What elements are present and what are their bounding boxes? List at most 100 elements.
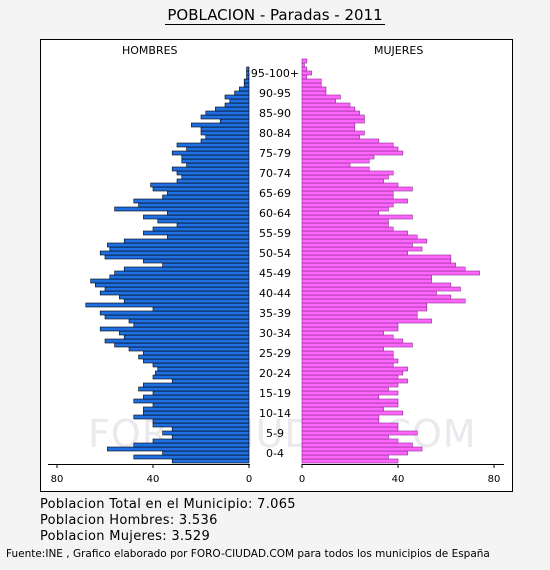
bar-male	[133, 398, 250, 404]
bar-female	[301, 326, 399, 332]
bar-male	[176, 178, 250, 184]
bar-male	[219, 118, 250, 124]
age-group-label: 25-29	[259, 347, 291, 360]
bar-male	[152, 438, 250, 444]
bar-male	[224, 102, 250, 108]
bar-female	[301, 230, 408, 236]
bar-female	[301, 338, 404, 344]
bar-male	[155, 370, 250, 376]
age-group-label: 60-64	[259, 207, 291, 220]
bar-female	[301, 294, 452, 300]
bar-male	[95, 282, 250, 288]
bar-male	[123, 334, 250, 340]
bar-female	[301, 70, 312, 76]
bar-male	[186, 162, 250, 168]
bar-female	[301, 434, 389, 440]
bar-female	[301, 410, 404, 416]
bar-male	[205, 110, 250, 116]
bar-female	[301, 270, 480, 276]
bar-female	[301, 426, 399, 432]
bar-female	[301, 190, 394, 196]
bar-female	[301, 258, 452, 264]
bar-male	[143, 214, 250, 220]
bar-male	[143, 358, 250, 364]
bar-male	[152, 374, 250, 380]
bar-male	[133, 414, 250, 420]
bar-male	[200, 130, 250, 136]
bar-female	[301, 98, 336, 104]
bar-female	[301, 154, 375, 160]
bar-female	[301, 166, 370, 172]
bar-male	[107, 446, 250, 452]
age-group-label: 85-90	[259, 107, 291, 120]
stat-total: Poblacion Total en el Municipio: 7.065	[40, 497, 296, 512]
bar-female	[301, 442, 413, 448]
x-tick-label-right: 40	[392, 474, 405, 485]
bar-female	[301, 126, 356, 132]
bar-female	[301, 174, 389, 180]
bar-female	[301, 118, 365, 124]
bar-male	[119, 294, 250, 300]
bar-female	[301, 238, 428, 244]
bar-male	[200, 126, 250, 132]
bar-male	[152, 226, 250, 232]
bar-male	[99, 326, 250, 332]
age-group-label: 80-84	[259, 127, 291, 140]
bar-female	[301, 82, 322, 88]
bar-female	[301, 106, 356, 112]
bar-male	[99, 250, 250, 256]
bar-female	[301, 306, 428, 312]
bar-male	[143, 382, 250, 388]
bar-male	[171, 458, 250, 464]
bar-male	[171, 166, 250, 172]
bar-female	[301, 398, 399, 404]
bar-female	[301, 430, 418, 436]
bar-male	[181, 158, 250, 164]
bar-female	[301, 310, 418, 316]
bar-female	[301, 454, 389, 460]
bar-male	[162, 194, 250, 200]
bar-female	[301, 406, 384, 412]
age-group-label: 35-39	[259, 307, 291, 320]
x-tick-label-left: 0	[246, 474, 252, 485]
bar-male	[128, 318, 250, 324]
bar-female	[301, 162, 351, 168]
bar-female	[301, 178, 384, 184]
age-group-label: 20-24	[259, 367, 291, 380]
bar-female	[301, 386, 389, 392]
bar-female	[301, 334, 394, 340]
bar-male	[167, 190, 250, 196]
bar-male	[239, 86, 250, 92]
bar-female	[301, 122, 356, 128]
age-group-label: 10-14	[259, 407, 291, 420]
bar-female	[301, 114, 365, 120]
bar-female	[301, 250, 408, 256]
bar-male	[176, 142, 250, 148]
bar-male	[143, 394, 250, 400]
stat-hombres: Poblacion Hombres: 3.536	[40, 513, 218, 528]
age-group-label: 70-74	[259, 167, 291, 180]
bar-female	[301, 78, 322, 84]
bar-male	[114, 342, 250, 348]
bar-male	[229, 98, 250, 104]
age-group-label: 55-59	[259, 227, 291, 240]
age-group-label: 30-34	[259, 327, 291, 340]
bar-female	[301, 146, 399, 152]
bar-female	[301, 266, 466, 272]
bar-female	[301, 150, 404, 156]
source-note: Fuente:INE , Grafico elaborado por FORO-…	[6, 548, 490, 560]
bar-female	[301, 206, 389, 212]
bar-female	[301, 102, 351, 108]
bar-female	[301, 234, 418, 240]
bar-male	[162, 450, 250, 456]
chart-title-text: POBLACION - Paradas - 2011	[165, 6, 385, 25]
bar-male	[104, 254, 250, 260]
bar-male	[157, 218, 250, 224]
bar-female	[301, 66, 308, 72]
bar-male	[138, 202, 250, 208]
bar-male	[171, 426, 250, 432]
age-group-label: 5-9	[266, 427, 284, 440]
bar-female	[301, 110, 360, 116]
bar-male	[114, 206, 250, 212]
bar-male	[133, 198, 250, 204]
